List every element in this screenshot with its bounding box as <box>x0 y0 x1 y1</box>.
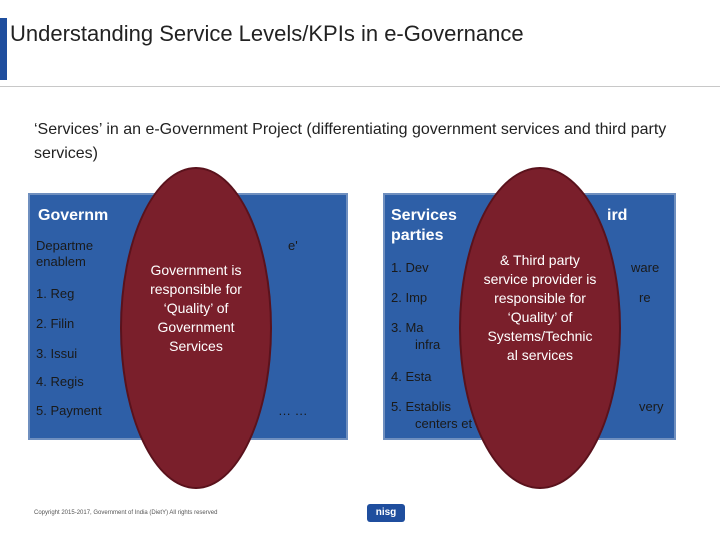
left-list-item-5-tail: … … <box>278 403 308 418</box>
nisg-logo: nisg <box>367 504 405 522</box>
left-list-item-2: 2. Filin <box>36 316 75 331</box>
government-responsibility-oval: Government is responsible for ‘Quality’ … <box>120 167 272 489</box>
left-panel-intro-line1-tail: e' <box>288 238 298 253</box>
right-oval-line-4: ‘Quality’ of <box>507 309 573 325</box>
title-divider <box>0 86 720 87</box>
right-oval-line-5: Systems/Technic <box>487 328 593 344</box>
right-list-item-4: 4. Esta <box>391 369 432 384</box>
left-oval-line-1: Government is <box>150 262 242 278</box>
right-panel-title-line1: Services <box>391 207 457 224</box>
right-list-item-5: 5. Establis <box>391 399 451 414</box>
right-oval-line-1: & Third party <box>500 252 580 268</box>
right-panel-title-line2: parties <box>391 227 444 244</box>
right-oval-line-6: al services <box>506 347 574 363</box>
right-list-item-2: 2. Imp <box>391 290 428 305</box>
left-list-item-5: 5. Payment <box>36 403 102 418</box>
right-oval-line-3: responsible for <box>494 290 586 306</box>
left-panel-intro-line1: Departme <box>36 238 94 253</box>
right-panel-title-line1-tail: ird <box>607 207 628 224</box>
left-oval-line-4: Government <box>157 319 235 335</box>
left-oval-line-2: responsible for <box>150 281 242 297</box>
third-party-responsibility-oval: & Third party service provider is respon… <box>459 167 621 489</box>
right-list-item-1: 1. Dev <box>391 260 429 275</box>
left-list-item-4: 4. Regis <box>36 374 84 389</box>
right-oval-line-2: service provider is <box>483 271 597 287</box>
left-panel-title: Governm <box>38 207 109 224</box>
left-list-item-1: 1. Reg <box>36 286 75 301</box>
right-list-item-1-tail: ware <box>631 260 660 275</box>
left-list-item-3: 3. Issui <box>36 346 78 361</box>
left-oval-line-5: Services <box>169 338 223 354</box>
page-title: Understanding Service Levels/KPIs in e-G… <box>10 21 524 46</box>
right-list-item-5-tail: very <box>639 399 664 414</box>
copyright-notice: Copyright 2015-2017, Government of India… <box>34 510 218 516</box>
right-list-item-5-line2: centers et <box>415 416 473 431</box>
title-accent-bar <box>0 18 7 80</box>
right-list-item-2-tail: re <box>639 290 651 305</box>
right-list-item-3-line2: infra <box>415 337 441 352</box>
left-panel-intro-line2: enablem <box>36 254 86 269</box>
right-list-item-3: 3. Ma <box>391 320 424 335</box>
slide-subtitle: ‘Services’ in an e-Government Project (d… <box>34 121 667 162</box>
left-oval-line-3: ‘Quality’ of <box>163 300 229 316</box>
